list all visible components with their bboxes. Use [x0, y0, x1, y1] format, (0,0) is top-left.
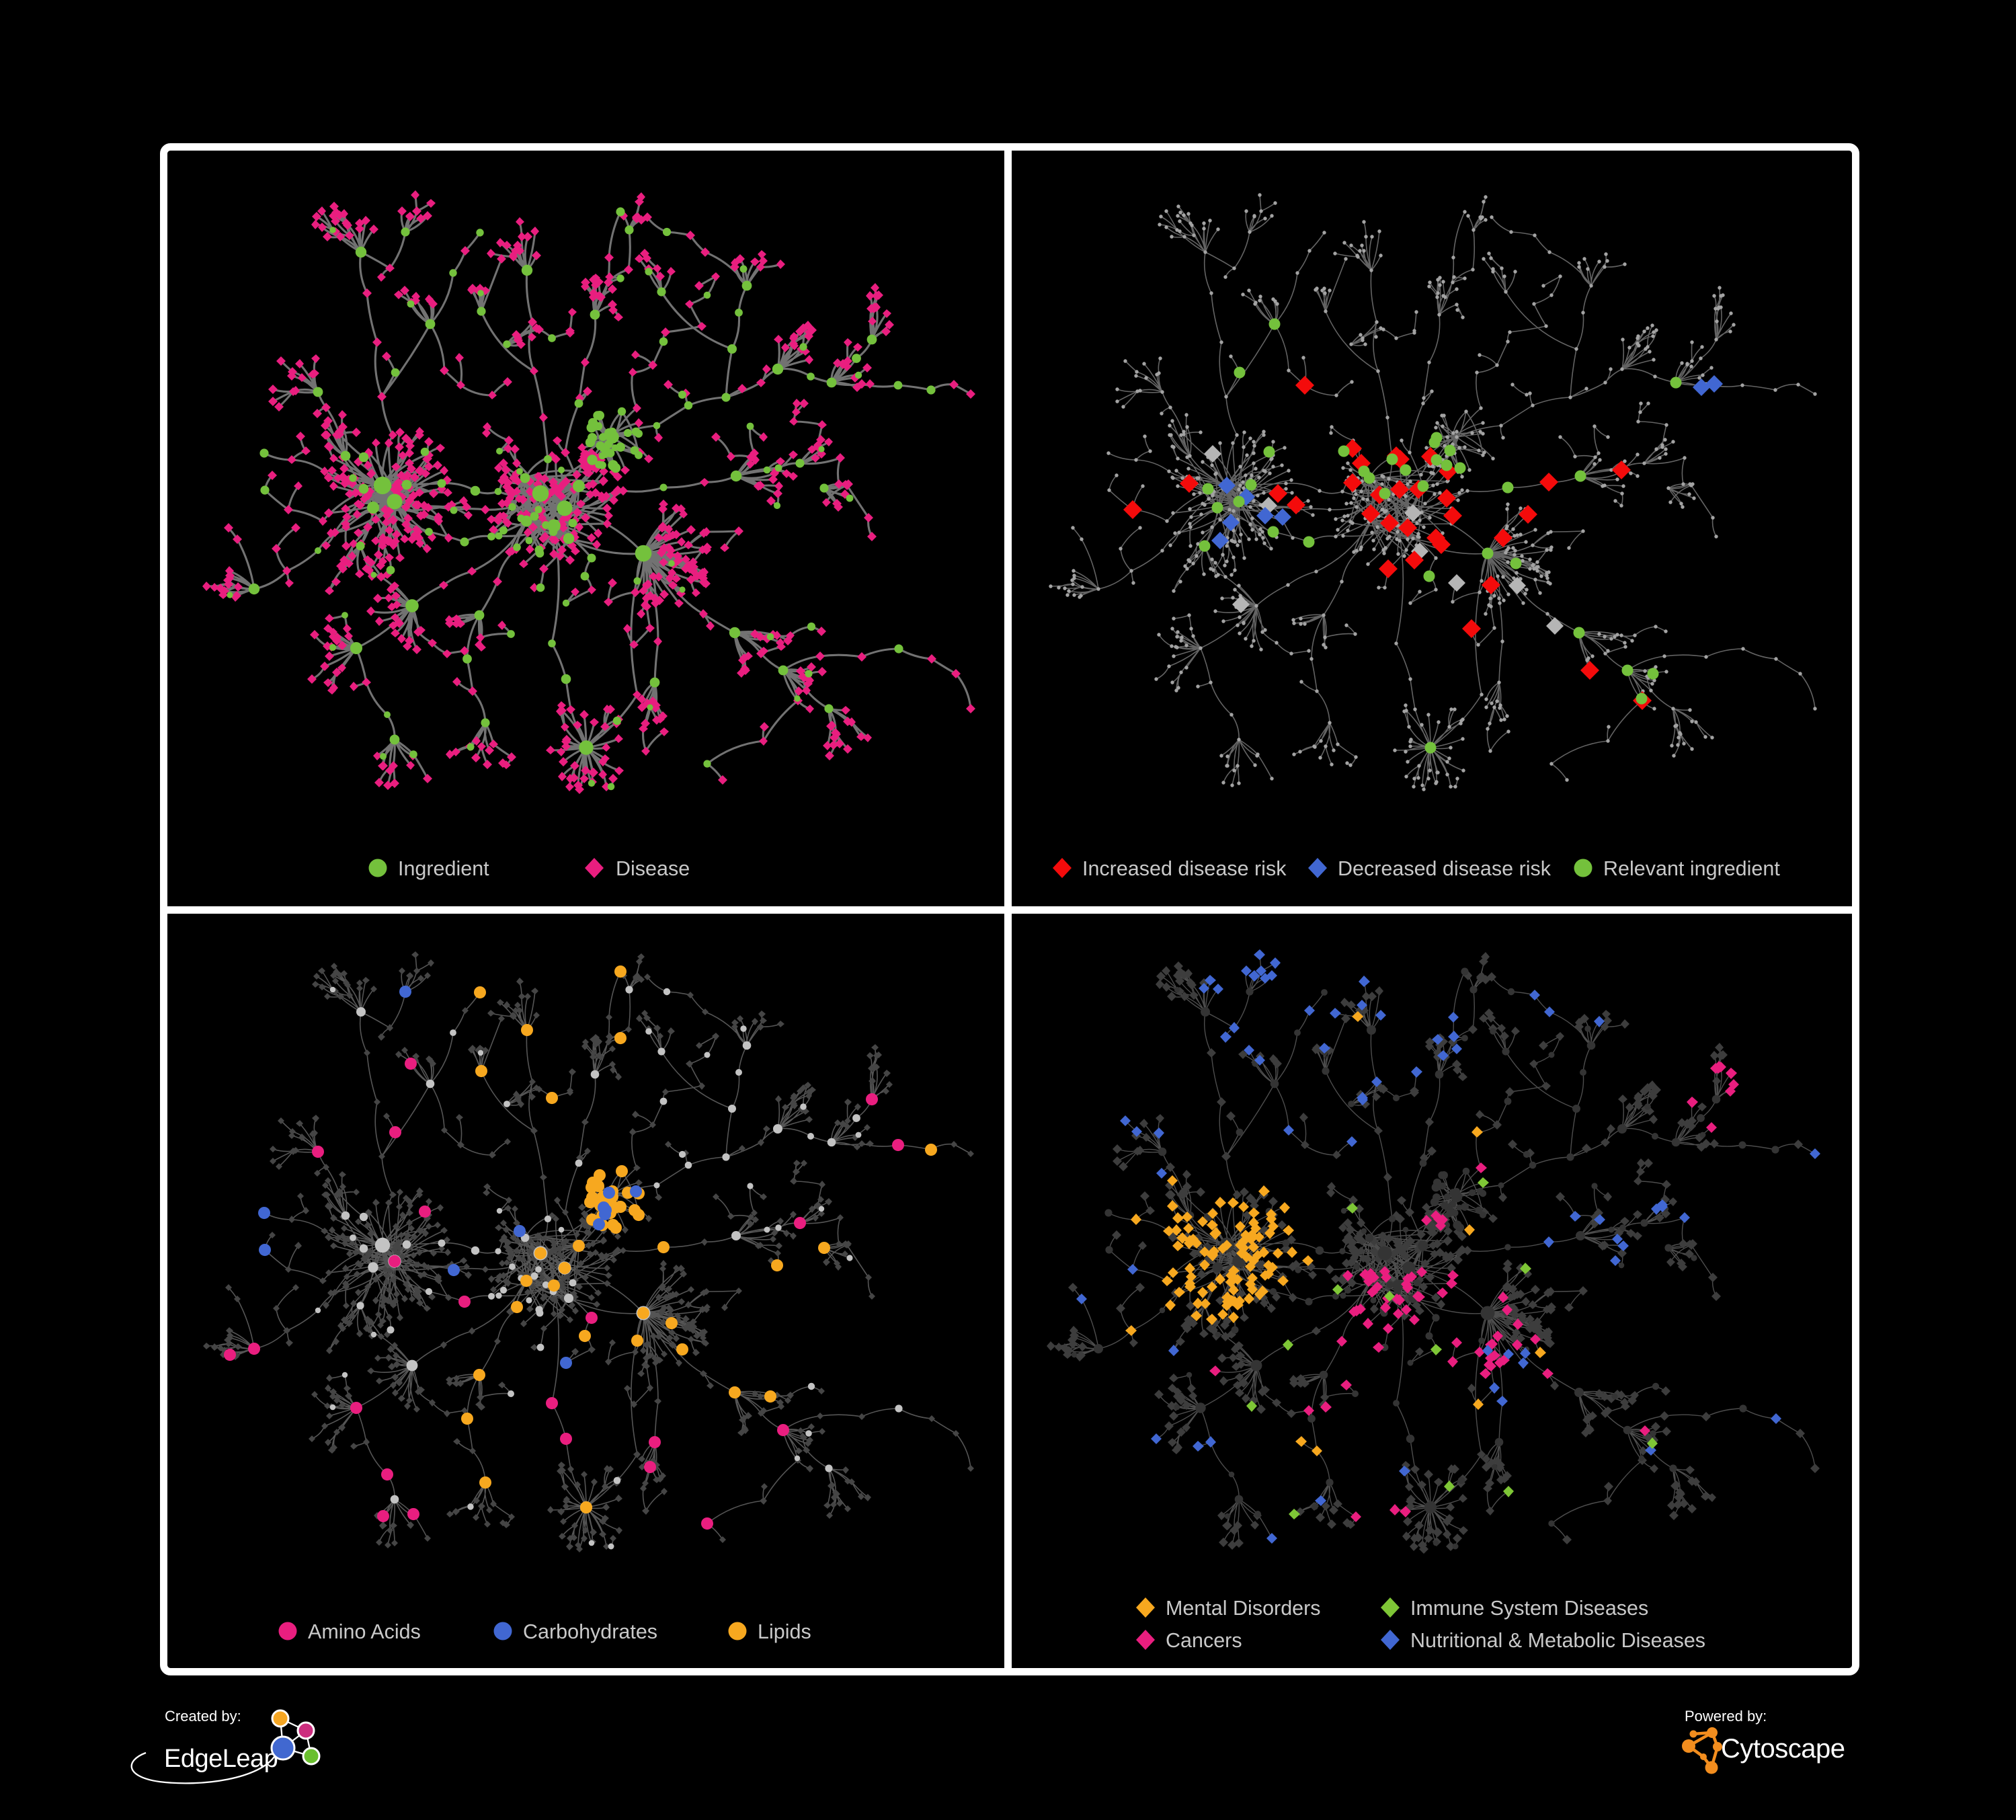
svg-text:Amino Acids: Amino Acids: [308, 1620, 421, 1643]
svg-text:Disease: Disease: [616, 857, 690, 880]
svg-text:Cytoscape: Cytoscape: [1721, 1734, 1845, 1764]
svg-text:Increased disease risk: Increased disease risk: [1082, 857, 1287, 880]
svg-text:Relevant ingredient: Relevant ingredient: [1603, 857, 1780, 880]
svg-text:Ingredient: Ingredient: [398, 857, 489, 880]
svg-text:Decreased disease risk: Decreased disease risk: [1338, 857, 1551, 880]
svg-text:Carbohydrates: Carbohydrates: [523, 1620, 657, 1643]
svg-text:Lipids: Lipids: [758, 1620, 811, 1643]
svg-text:Powered by:: Powered by:: [1685, 1708, 1767, 1725]
svg-text:Created by:: Created by:: [165, 1708, 241, 1725]
svg-text:Immune System Diseases: Immune System Diseases: [1410, 1597, 1648, 1620]
svg-text:Cancers: Cancers: [1166, 1629, 1242, 1652]
svg-text:Mental Disorders: Mental Disorders: [1166, 1597, 1321, 1620]
svg-text:Nutritional & Metabolic Diseas: Nutritional & Metabolic Diseases: [1410, 1629, 1705, 1652]
